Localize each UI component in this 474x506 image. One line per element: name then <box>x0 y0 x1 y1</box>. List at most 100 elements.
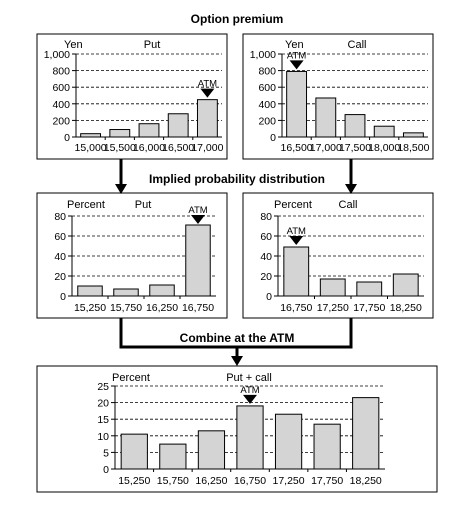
chart-1: Yen Call 0 200 400 600 800 1,000 16,50017,00017,… <box>250 39 430 154</box>
bar <box>392 273 419 297</box>
bar <box>283 246 310 297</box>
atm-marker <box>200 88 215 98</box>
x-tick-label: 15,500 <box>104 142 136 154</box>
bar <box>313 423 341 470</box>
y-tick-label: 5 <box>103 447 109 459</box>
bar <box>197 430 226 470</box>
bar <box>185 224 211 297</box>
heading-implied-distribution: Implied probability distribution <box>149 172 325 186</box>
atm-label: ATM <box>287 226 306 237</box>
chart-2: Percent Put 0 20 40 60 80 15,250 15,750 16,250 16,… <box>54 199 216 314</box>
heading-combine-atm: Combine at the ATM <box>180 331 295 345</box>
atm-marker <box>243 394 257 404</box>
arrow-put-down <box>115 184 127 194</box>
x-tick-label: 16,250 <box>146 302 178 314</box>
bar <box>356 281 383 297</box>
unit-label: Yen <box>285 39 304 51</box>
panel-premium-put <box>36 33 228 160</box>
bar <box>319 278 346 297</box>
flow-connectors <box>115 159 357 366</box>
atm-marker <box>289 60 304 70</box>
y-tick-label: 60 <box>260 231 272 243</box>
y-tick-label: 0 <box>103 464 109 476</box>
panel-premium-call <box>242 33 434 160</box>
y-tick-label: 200 <box>52 115 70 127</box>
y-tick-label: 40 <box>260 251 272 263</box>
chart-title: Call <box>348 39 367 51</box>
y-tick-label: 0 <box>64 132 70 144</box>
y-tick-label: 15 <box>97 414 109 426</box>
x-tick-label: 17,500 <box>339 142 371 154</box>
y-tick-label: 1,000 <box>44 49 70 61</box>
y-tick-label: 20 <box>97 398 109 410</box>
atm-marker <box>289 236 304 245</box>
x-tick-label: 17,250 <box>317 302 349 314</box>
x-tick-label: 17,000 <box>310 142 342 154</box>
bar <box>274 413 303 470</box>
x-tick-label: 15,750 <box>110 302 142 314</box>
heading-option-premium: Option premium <box>191 12 284 26</box>
x-tick-label: 16,750 <box>182 302 214 314</box>
arrow-call-down <box>345 184 357 194</box>
bar <box>315 97 337 138</box>
unit-label: Percent <box>274 199 312 211</box>
chart-0: Yen Put 0 200 400 600 800 1,000 15,00015,50016,0… <box>44 39 224 154</box>
bar <box>236 405 264 470</box>
bar <box>352 397 380 470</box>
atm-label: ATM <box>240 385 259 396</box>
y-tick-label: 60 <box>54 231 66 243</box>
x-tick-label: 16,500 <box>162 142 194 154</box>
x-tick-label: 17,750 <box>311 475 343 487</box>
x-tick-label: 18,000 <box>368 142 400 154</box>
x-tick-label: 17,750 <box>353 302 385 314</box>
atm-label: ATM <box>188 205 207 216</box>
bar <box>373 125 395 138</box>
x-tick-label: 16,750 <box>234 475 266 487</box>
y-tick-label: 600 <box>258 82 276 94</box>
x-tick-label: 18,500 <box>397 142 429 154</box>
chart-title: Put <box>144 39 161 51</box>
panel-implied-call <box>242 192 434 319</box>
y-tick-label: 20 <box>260 271 272 283</box>
x-tick-label: 18,250 <box>390 302 422 314</box>
atm-marker <box>191 215 205 224</box>
arrow-combined-down <box>231 356 243 366</box>
y-tick-label: 400 <box>258 99 276 111</box>
y-tick-label: 0 <box>266 291 272 303</box>
unit-label: Percent <box>67 199 105 211</box>
x-tick-label: 17,250 <box>273 475 305 487</box>
y-tick-label: 1,000 <box>250 49 276 61</box>
x-tick-label: 18,250 <box>350 475 382 487</box>
bar <box>80 133 102 138</box>
y-tick-label: 0 <box>270 132 276 144</box>
y-tick-label: 80 <box>54 211 66 223</box>
y-tick-label: 0 <box>60 291 66 303</box>
bar <box>138 123 160 138</box>
unit-label: Percent <box>112 372 150 384</box>
x-tick-label: 15,250 <box>74 302 106 314</box>
atm-label: ATM <box>198 79 217 90</box>
bar <box>167 113 189 138</box>
bar <box>344 114 366 138</box>
bar <box>109 129 131 138</box>
y-tick-label: 25 <box>97 381 109 393</box>
x-tick-label: 17,000 <box>191 142 223 154</box>
unit-label: Yen <box>64 39 83 51</box>
chart-3: Percent Call 0 20 40 60 80 16,750 17,250 17,750 18… <box>260 199 424 314</box>
panel-implied-put <box>36 192 228 319</box>
panel-combined <box>36 365 438 493</box>
x-tick-label: 15,250 <box>118 475 150 487</box>
charts: Yen Put02004006008001,00015,00015,50016,0… <box>44 39 430 487</box>
bar <box>196 99 218 138</box>
y-tick-label: 20 <box>54 271 66 283</box>
chart-title: Call <box>339 199 358 211</box>
bar <box>113 288 139 297</box>
y-tick-label: 400 <box>52 99 70 111</box>
chart-4: Percent Put + call 0 5 10 15 20 25 15,250 15,750 1… <box>97 372 385 487</box>
y-tick-label: 800 <box>52 66 70 78</box>
y-tick-label: 40 <box>54 251 66 263</box>
bar <box>159 443 187 470</box>
x-tick-label: 16,750 <box>280 302 312 314</box>
y-tick-label: 80 <box>260 211 272 223</box>
y-tick-label: 200 <box>258 115 276 127</box>
